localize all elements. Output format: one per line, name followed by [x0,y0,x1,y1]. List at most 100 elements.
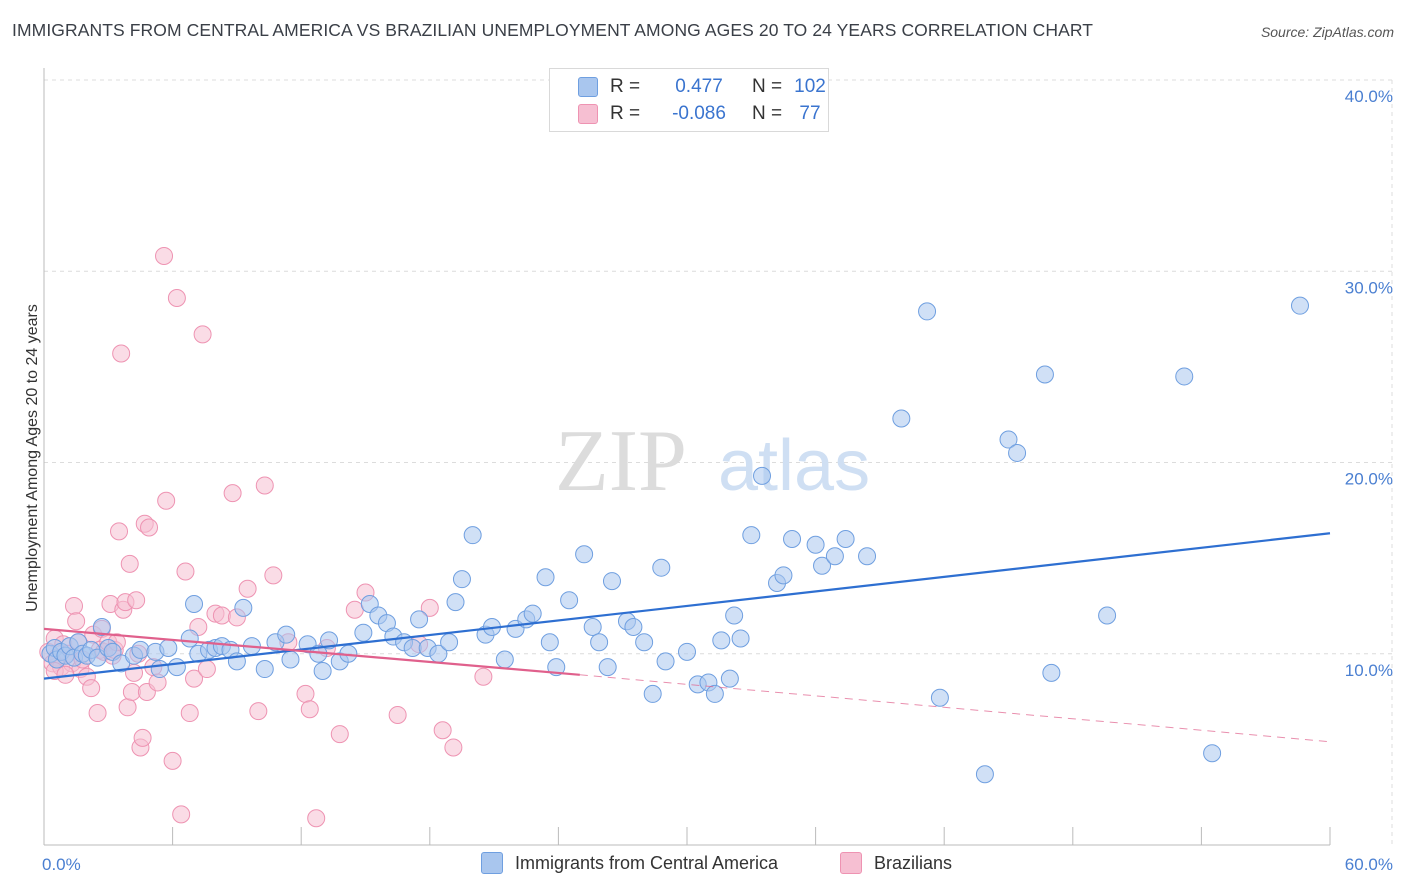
legend-label-brazilians: Brazilians [874,852,953,873]
central-america-point [523,604,542,623]
central-america-point [753,466,772,485]
y-tick-label: 30.0% [1345,278,1393,297]
brazilians-point [122,683,141,701]
central-america-point [575,545,594,564]
central-america-point [999,430,1018,449]
central-america-point [540,633,559,652]
central-america-point [440,633,459,652]
central-america-point [167,658,186,677]
brazilians-point [118,698,137,717]
central-america-point [1290,296,1309,315]
central-america-point [1175,367,1194,386]
brazilians-point [300,700,319,719]
brazilians-point [163,751,182,770]
brazilians-point [82,679,101,698]
central-america-point [313,661,332,680]
brazilians-point [264,566,283,585]
brazilians-point [67,612,86,631]
central-america-point [806,535,825,554]
brazilians-trend-extension [579,674,1331,743]
central-america-point [725,606,744,625]
brazilians-point [110,522,129,541]
legend-n-value: 102 [794,76,826,97]
legend-row-central-america: R = 0.477 N = 102 [550,74,830,100]
y-tick-label: 20.0% [1345,470,1393,489]
central-america-point [590,633,609,652]
central-america-point [560,591,579,610]
brazilians-point [140,518,159,537]
central-america-point [495,650,514,669]
y-axis-label: Unemployment Among Ages 20 to 24 years [24,304,41,612]
brazilians-point [238,579,257,598]
central-america-point [783,530,802,548]
brazilians-point [474,667,493,686]
central-america-point [624,617,643,636]
central-america-point [1098,606,1117,625]
central-america-point [652,558,671,577]
central-america-point [656,652,675,671]
central-america-points [41,296,1309,784]
central-america-point [712,631,731,650]
central-america-point [255,660,274,679]
central-america-point [1008,443,1027,462]
legend-label-central-america: Immigrants from Central America [515,852,779,873]
brazilians-point [157,491,176,510]
central-america-point [1042,663,1061,682]
central-america-point [1203,744,1222,763]
brazilians-point [127,591,146,610]
central-america-point [1035,365,1054,384]
brazilians-point [255,476,274,495]
series-legend: Immigrants from Central America Brazilia… [0,852,1406,878]
central-america-point [92,617,111,636]
brazilians-point [185,669,204,688]
central-america-point [720,669,739,688]
central-america-point [452,570,471,589]
source-label: Source: ZipAtlas.com [1260,24,1394,40]
axes [43,68,1331,846]
central-america-point [583,617,602,636]
central-america-point [975,765,994,784]
chart-title: IMMIGRANTS FROM CENTRAL AMERICA VS BRAZI… [12,20,1094,40]
brazilians-point [330,725,349,744]
central-america-point [277,625,296,644]
central-america-point [150,660,169,679]
central-america-point [446,593,465,612]
brazilians-point [112,344,131,363]
central-america-point [536,568,555,587]
central-america-point [598,658,617,677]
brazilians-point [212,606,231,625]
central-america-point [281,650,300,669]
brazilians-point [444,738,463,757]
central-america-point [463,526,482,545]
brazilians-point [307,809,326,828]
brazilians-point [180,704,199,723]
brazilians-point [155,246,174,265]
brazilians-point [167,289,186,308]
brazilians-point [388,705,407,724]
legend-swatch-blue [578,77,598,97]
legend-item-central-america[interactable]: Immigrants from Central America [481,852,778,874]
central-america-point [774,566,793,585]
brazilians-trend-line [43,627,580,676]
brazilians-point [172,805,191,824]
x-tick-label: 60.0% [1345,855,1393,874]
central-america-point [678,642,696,661]
brazilians-point [120,554,139,573]
brazilians-point [345,600,364,619]
legend-r-value: 0.477 [675,76,723,97]
central-america-point [742,526,761,545]
central-america-point [234,598,253,617]
central-america-point [320,631,339,650]
legend-n-value: 77 [799,103,821,124]
tick-labels: 10.0% 20.0% 30.0% 40.0% 0.0% 60.0% [42,87,1393,874]
legend-n-label: N = [751,76,783,97]
central-america-point [892,409,911,428]
watermark: ZIP atlas [555,413,870,510]
watermark-atlas: atlas [718,426,870,506]
y-tick-label: 40.0% [1345,87,1393,106]
legend-item-brazilians[interactable]: Brazilians [840,852,952,874]
brazilians-point [65,596,84,615]
central-america-point [602,572,621,591]
brazilians-point [88,704,107,723]
